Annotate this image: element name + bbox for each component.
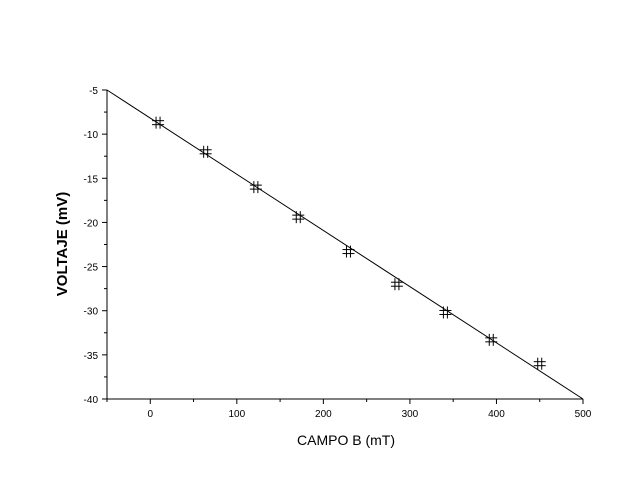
data-point	[485, 333, 498, 346]
y-axis-title: VOLTAJE (mV)	[54, 192, 71, 296]
x-tick-label: 0	[147, 409, 153, 420]
x-tick-label: 400	[488, 409, 505, 420]
data-point	[292, 211, 305, 224]
data-point	[533, 357, 546, 370]
data-point	[152, 116, 165, 129]
x-tick-label: 200	[315, 409, 332, 420]
x-axis-title: CAMPO B (mT)	[297, 432, 395, 448]
x-tick-label: 500	[575, 409, 592, 420]
data-points	[152, 116, 546, 370]
data-point	[249, 181, 262, 194]
y-tick-label: -35	[84, 351, 99, 362]
y-tick-label: -25	[84, 263, 99, 274]
fit-line	[106, 89, 584, 400]
x-tick-label: 300	[402, 409, 419, 420]
data-point	[439, 306, 452, 319]
y-tick-label: -5	[89, 86, 98, 97]
x-ticks: 0 100 200 300 400 500	[106, 399, 592, 420]
y-ticks: -5 -10 -15 -20 -25 -30 -35 -40	[84, 86, 107, 406]
y-tick-label: -20	[84, 218, 99, 229]
y-tick-label: -40	[84, 395, 99, 406]
data-point	[199, 145, 212, 158]
y-tick-label: -15	[84, 174, 99, 185]
x-tick-label: 100	[228, 409, 245, 420]
fit-line-group	[106, 89, 584, 400]
data-point	[390, 278, 403, 291]
y-tick-label: -30	[84, 307, 99, 318]
y-tick-label: -10	[84, 130, 99, 141]
data-point	[342, 245, 355, 258]
